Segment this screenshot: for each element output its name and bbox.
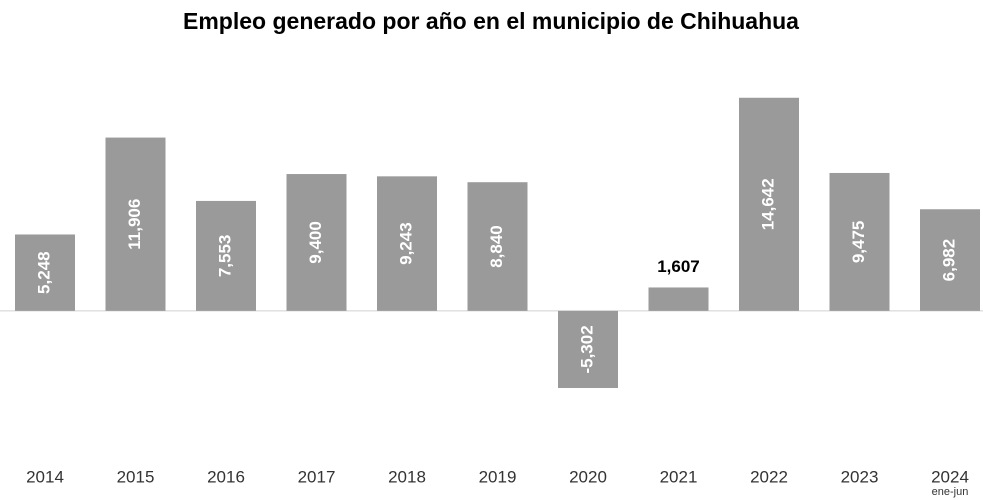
x-tick-label: 2018 [388,467,426,486]
value-label: 9,475 [849,221,868,264]
value-label: 7,553 [215,235,234,278]
value-label: 1,607 [657,257,700,276]
x-tick-label: 2014 [26,467,64,486]
x-tick-note: ene-jun [932,486,969,498]
bar [920,209,980,311]
bar [196,200,256,311]
chart-title: Empleo generado por año en el municipio … [183,8,799,34]
x-tick-label: 2015 [117,467,155,486]
x-tick-label: 2021 [660,467,698,486]
x-tick-label: 2016 [207,467,245,486]
value-label: 8,840 [487,225,506,268]
x-tick-label: 2020 [569,467,607,486]
bar [15,234,75,311]
value-label: -5,302 [577,325,596,373]
value-label: 14,642 [758,178,777,230]
value-label: 6,982 [939,239,958,282]
bar [286,174,347,311]
bar [829,172,890,311]
bar [377,176,437,311]
x-tick-label: 2019 [479,467,517,486]
bar [558,310,618,389]
value-label: 9,243 [396,222,415,265]
x-tick-label: 2024 [931,467,969,486]
bar [648,287,709,311]
value-label: 9,400 [306,221,325,264]
value-label: 11,906 [125,199,144,250]
bar [105,137,166,311]
x-tick-label: 2023 [841,467,879,486]
x-tick-label: 2022 [750,467,788,486]
value-label: 5,248 [34,251,53,294]
bar [467,182,528,311]
x-tick-label: 2017 [298,467,336,486]
bar [739,97,799,311]
